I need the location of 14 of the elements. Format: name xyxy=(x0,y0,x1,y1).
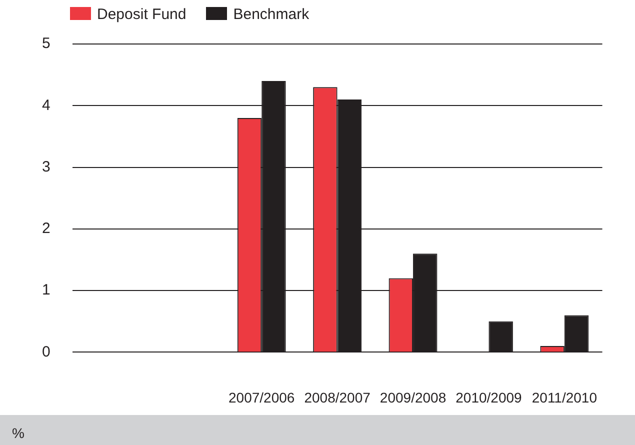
y-tick-label: 2 xyxy=(42,220,50,238)
y-tick-label: 0 xyxy=(42,343,50,360)
x-tick-label: 2007/2006 xyxy=(228,389,295,406)
y-tick-label: 4 xyxy=(42,96,50,114)
y-tick-label: 5 xyxy=(42,35,50,52)
y-axis-title: % xyxy=(12,425,24,441)
legend-label: Deposit Fund xyxy=(97,6,186,23)
x-tick-label: 2010/2009 xyxy=(456,389,522,406)
x-tick-label: 2011/2010 xyxy=(532,389,598,406)
x-tick-label: 2008/2007 xyxy=(304,389,371,406)
y-tick-label: 3 xyxy=(42,158,50,176)
y-tick-label: 1 xyxy=(42,282,50,299)
legend-label: Benchmark xyxy=(233,6,310,23)
x-tick-label: 2009/2008 xyxy=(380,389,446,406)
